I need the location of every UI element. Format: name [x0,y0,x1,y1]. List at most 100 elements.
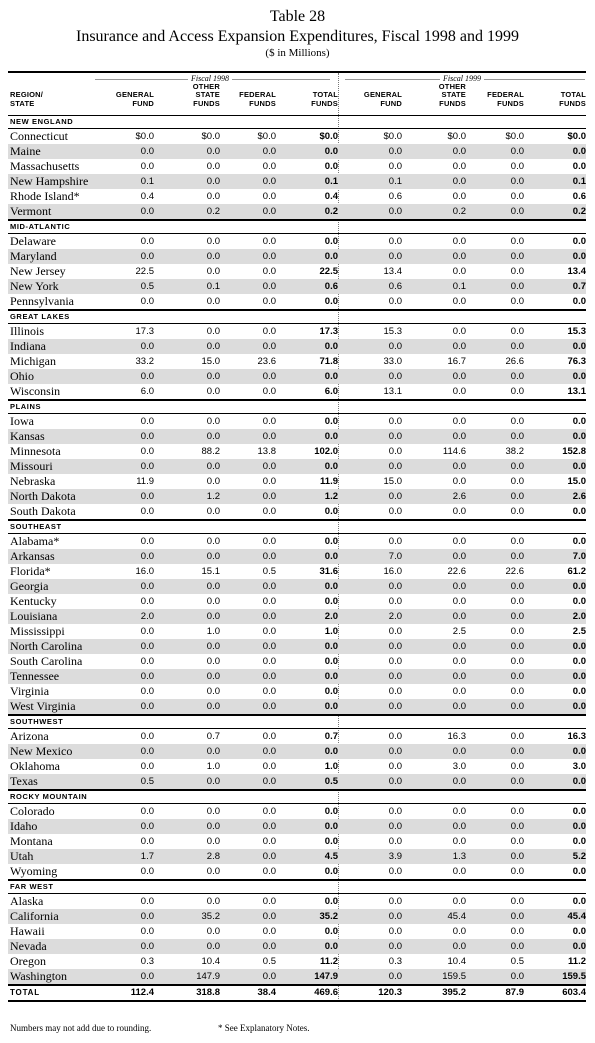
region-label: SOUTHWEST [10,717,64,726]
state-name: Arizona [10,729,49,743]
value-cell: 16.3 [447,731,467,742]
state-name: Illinois [10,324,45,338]
value-cell: 0.0 [140,371,154,382]
value-cell: 0.0 [324,416,338,427]
top-rule [8,71,586,73]
value-cell: 10.4 [201,956,221,967]
table-row: North Carolina 0.0 0.0 0.0 0.0 0.0 0.0 0.0 0.0 [8,639,586,654]
value-cell: 0.0 [572,701,586,712]
state-name: Minnesota [10,444,61,458]
value-cell: 0.0 [324,161,338,172]
value-cell: 0.0 [324,461,338,472]
value-cell: $0.0 [567,131,587,142]
state-name: Connecticut [10,129,68,143]
region-label: SOUTHEAST [10,522,62,531]
value-cell: 0.0 [206,686,220,697]
value-cell: $0.0 [447,131,467,142]
value-cell: 11.2 [568,956,586,967]
value-cell: 159.5 [562,971,586,982]
value-cell: 0.1 [206,281,220,292]
value-cell: 2.5 [572,626,586,637]
table-row: Iowa 0.0 0.0 0.0 0.0 0.0 0.0 0.0 0.0 [8,414,586,429]
value-cell: 0.0 [510,911,524,922]
value-cell: 0.0 [388,926,402,937]
value-cell: 5.2 [572,851,586,862]
value-cell: 0.0 [140,971,154,982]
value-cell: 0.0 [140,581,154,592]
value-cell: 0.0 [140,701,154,712]
value-cell: 0.5 [510,956,524,967]
value-cell: 0.0 [572,671,586,682]
value-cell: 0.0 [572,146,586,157]
value-cell: 17.3 [319,326,339,337]
table-row: Nebraska 11.9 0.0 0.0 11.9 15.0 0.0 0.0 15.0 [8,474,586,489]
column-header-region-state: REGION/STATE [10,90,43,108]
value-cell: 0.0 [388,821,402,832]
table-row: New Jersey 22.5 0.0 0.0 22.5 13.4 0.0 0.0 13.4 [8,264,586,279]
value-cell: 0.0 [388,536,402,547]
value-cell: 0.0 [324,236,338,247]
table-row: Rhode Island* 0.4 0.0 0.0 0.4 0.6 0.0 0.0 0.6 [8,189,586,204]
value-cell: 0.0 [140,746,154,757]
state-name: Indiana [10,339,46,353]
value-cell: 0.2 [452,206,466,217]
value-cell: 0.0 [262,146,276,157]
value-cell: 2.0 [140,611,154,622]
region-end-rule [8,219,586,221]
value-cell: 3.0 [452,761,466,772]
value-cell: 0.0 [262,626,276,637]
value-cell: 0.0 [388,146,402,157]
column-header-line: FUNDS [249,98,276,108]
table-row: Oklahoma 0.0 1.0 0.0 1.0 0.0 3.0 0.0 3.0 [8,759,586,774]
table-row: Maine 0.0 0.0 0.0 0.0 0.0 0.0 0.0 0.0 [8,144,586,159]
total-value: 318.8 [196,987,220,998]
value-cell: 0.0 [262,191,276,202]
value-cell: 1.0 [206,761,220,772]
value-cell: 0.0 [206,236,220,247]
column-header-line: STATE [195,90,220,99]
value-cell: 0.0 [510,686,524,697]
value-cell: 0.0 [140,491,154,502]
state-name: Kentucky [10,594,57,608]
value-cell: 0.0 [140,671,154,682]
table-row: New York 0.5 0.1 0.0 0.6 0.6 0.1 0.0 0.7 [8,279,586,294]
value-cell: 0.0 [140,941,154,952]
value-cell: 0.0 [262,866,276,877]
value-cell: 0.0 [388,296,402,307]
state-name: Alaska [10,894,44,908]
table-row: Louisiana 2.0 0.0 0.0 2.0 2.0 0.0 0.0 2.0 [8,609,586,624]
value-cell: 61.2 [567,566,587,577]
value-cell: 0.0 [510,191,524,202]
value-cell: 0.0 [388,626,402,637]
value-cell: 0.0 [140,731,154,742]
value-cell: 0.0 [572,296,586,307]
value-cell: 15.3 [383,326,403,337]
value-cell: 0.0 [510,776,524,787]
value-cell: 0.0 [206,461,220,472]
value-cell: 0.0 [388,596,402,607]
value-cell: 0.0 [262,851,276,862]
value-cell: 0.0 [452,266,466,277]
value-cell: 0.0 [510,176,524,187]
state-name: Colorado [10,804,55,818]
value-cell: 0.0 [206,611,220,622]
value-cell: 35.2 [319,911,339,922]
value-cell: 0.0 [206,806,220,817]
value-cell: 0.0 [262,266,276,277]
total-top-rule [8,984,586,986]
state-name: Michigan [10,354,56,368]
value-cell: 0.1 [572,176,586,187]
region-rule [8,413,586,414]
value-cell: 0.0 [262,671,276,682]
value-cell: 0.4 [324,191,338,202]
value-cell: 0.4 [140,191,154,202]
value-cell: 0.0 [206,266,220,277]
total-value: 120.3 [378,987,402,998]
value-cell: 0.0 [510,281,524,292]
value-cell: 0.0 [452,236,466,247]
value-cell: 26.6 [505,356,525,367]
value-cell: 0.0 [510,626,524,637]
value-cell: 1.2 [206,491,220,502]
value-cell: 0.0 [452,926,466,937]
value-cell: 0.0 [572,251,586,262]
